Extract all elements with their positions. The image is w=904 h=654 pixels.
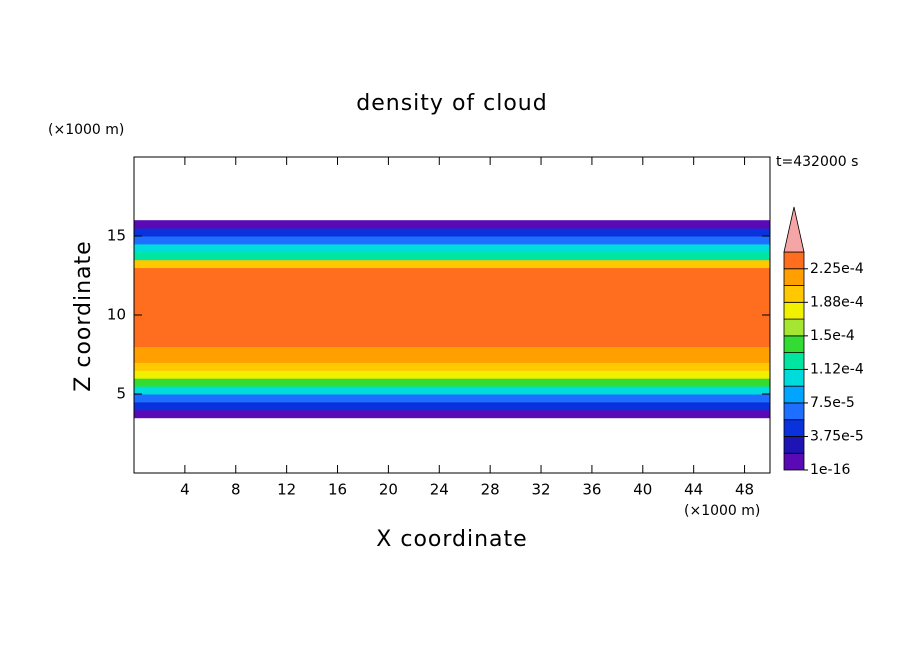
contour-band [134,378,770,387]
contour-band [134,228,770,237]
x-axis-label: X coordinate [376,527,527,552]
contour-band [134,299,770,308]
colorbar-box [783,268,805,286]
x-tick-label: 4 [180,481,190,499]
colorbar-tick-label: 1.12e-4 [810,361,864,377]
y-unit: (×1000 m) [48,122,124,138]
x-tick-label: 44 [684,481,703,499]
colorbar-tick-label: 1.5e-4 [810,328,855,344]
contour-band [134,275,770,284]
contour-band [134,307,770,316]
y-tick-label: 10 [107,306,126,324]
colorbar-tick-label: 1e-16 [810,462,850,478]
y-tick-label: 5 [116,385,126,403]
contour-band [134,338,770,348]
colorbar-box [783,285,805,303]
colorbar-box [783,419,805,437]
contour-band [134,315,770,324]
contour-band [134,346,770,355]
contour-band [134,386,770,395]
colorbar-box [783,368,805,387]
contour-band [134,259,770,269]
colorbar-tick-label: 7.5e-5 [810,395,855,411]
contour-band [134,330,770,340]
contour-band [134,236,770,245]
time-label: t=432000 s [776,154,858,170]
colorbar-box [783,385,805,404]
colorbar-box [783,301,805,320]
contour-band [134,322,770,332]
colorbar-box [783,318,805,337]
colorbar-box [783,452,805,471]
x-tick-label: 12 [277,481,296,499]
x-tick-label: 48 [735,481,754,499]
contour-band [134,362,770,371]
contour-band [134,283,770,292]
y-axis-label: Z coordinate [71,240,96,391]
contour-band [134,370,770,379]
contour-band [134,243,770,253]
contour-band [134,251,770,261]
contour-band [134,409,770,419]
contour-band [134,401,770,411]
x-tick-label: 28 [481,481,500,499]
x-tick-label: 20 [379,481,398,499]
x-tick-label: 36 [582,481,601,499]
x-tick-label: 40 [633,481,652,499]
x-tick-label: 24 [430,481,449,499]
colorbar-tick-label: 1.88e-4 [810,294,864,310]
y-tick-label: 15 [107,227,126,245]
colorbar-box [783,436,805,454]
colorbar-tick-label: 3.75e-5 [810,428,864,444]
x-tick-label: 16 [328,481,347,499]
colorbar-box [783,402,805,421]
x-unit: (×1000 m) [684,503,760,519]
colorbar-tick-label: 2.25e-4 [810,261,864,277]
contour-band [134,267,770,276]
x-tick-label: 8 [231,481,241,499]
colorbar-extension [783,206,805,253]
colorbar-box [783,335,805,354]
contour-band [134,220,770,229]
chart-title: density of cloud [356,91,547,116]
contour-band [134,354,770,363]
colorbar-box [783,352,805,370]
colorbar-box [783,251,805,270]
x-tick-label: 32 [531,481,550,499]
contour-band [134,291,770,300]
contour-band [134,394,770,403]
